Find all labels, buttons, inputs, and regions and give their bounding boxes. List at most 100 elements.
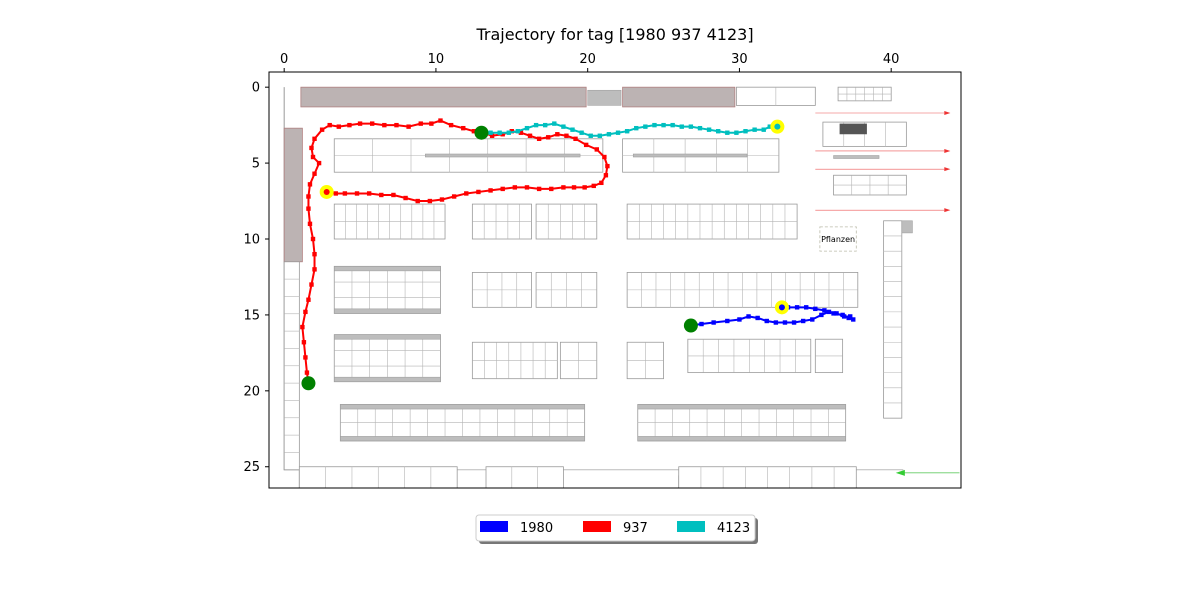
data-point — [307, 221, 313, 227]
shelf-unit — [626, 272, 859, 308]
series-layer — [300, 118, 856, 391]
data-point — [573, 136, 578, 142]
y-tick-label: 5 — [252, 157, 260, 172]
data-point — [561, 124, 566, 129]
start-marker-1980 — [683, 318, 698, 333]
data-point — [715, 129, 721, 134]
x-tick-label: 40 — [883, 52, 900, 67]
data-point — [429, 121, 434, 126]
axes: 0 10 20 30 40 0 5 10 15 20 25 — [243, 52, 962, 489]
data-point — [488, 130, 493, 135]
shelf-unit — [283, 261, 300, 471]
y-tick-label: 10 — [243, 233, 260, 248]
data-point — [438, 118, 443, 123]
data-point — [606, 132, 612, 137]
data-point — [826, 309, 832, 315]
data-point — [476, 189, 481, 195]
arrow-head — [944, 167, 951, 172]
data-point — [697, 125, 703, 131]
data-point — [643, 124, 648, 129]
data-point — [840, 312, 845, 318]
shelf-bar — [340, 436, 585, 442]
data-point — [725, 130, 730, 135]
data-point — [304, 370, 310, 375]
data-point — [500, 132, 505, 137]
legend-box — [475, 514, 756, 542]
shelf-unit — [559, 341, 598, 380]
arrow-head — [944, 110, 951, 115]
shelf-unit — [736, 86, 816, 106]
arrow-head — [944, 148, 951, 153]
data-point — [354, 191, 360, 196]
shelf-unit — [471, 341, 558, 380]
data-point — [418, 121, 423, 126]
data-point — [310, 154, 316, 160]
data-point — [582, 185, 587, 190]
data-point — [382, 122, 387, 128]
data-point — [312, 267, 317, 272]
data-point — [571, 185, 577, 190]
data-point — [336, 124, 342, 129]
shelf-bar — [632, 153, 748, 158]
y-tick-label: 15 — [243, 308, 260, 323]
data-point — [497, 130, 502, 135]
data-point — [536, 136, 542, 142]
shelf-outline — [283, 127, 303, 263]
data-point — [561, 185, 566, 190]
data-point — [301, 340, 307, 345]
shelf-outline — [622, 86, 736, 108]
shelf-unit — [837, 86, 892, 102]
shelf-unit — [814, 338, 844, 374]
shelf-unit — [333, 203, 446, 240]
legend-swatch-1980 — [480, 521, 508, 532]
series-937 — [300, 118, 610, 386]
data-point — [851, 317, 856, 322]
data-point — [518, 130, 524, 135]
data-point — [588, 133, 593, 138]
y-tick-label: 25 — [243, 460, 260, 475]
shelf-bar — [587, 89, 622, 106]
data-point — [406, 124, 411, 129]
data-point — [810, 317, 815, 322]
data-point — [831, 311, 836, 316]
end-dot-937 — [323, 188, 330, 195]
data-point — [524, 185, 530, 190]
data-point — [533, 122, 539, 128]
data-point — [706, 127, 712, 132]
data-point — [536, 186, 542, 192]
data-point — [552, 121, 557, 126]
shelf-unit — [883, 220, 903, 419]
end-dot-4123 — [774, 123, 781, 130]
pflanzen-label: Pflanzen — [821, 235, 855, 244]
data-point — [300, 324, 305, 330]
data-point — [746, 314, 751, 319]
legend: 1980 937 4123 — [475, 514, 758, 544]
data-point — [834, 311, 839, 316]
data-point — [488, 188, 493, 193]
data-point — [357, 121, 363, 126]
plot-frame — [268, 71, 962, 489]
shelf-unit — [687, 338, 812, 374]
y-tick-label: 20 — [243, 384, 260, 399]
shelf-unit — [833, 174, 907, 196]
data-point — [564, 133, 569, 138]
data-point — [312, 171, 317, 176]
series-line-4123 — [481, 122, 778, 137]
series-4123 — [479, 121, 780, 138]
data-point — [461, 125, 466, 131]
data-point — [555, 132, 560, 137]
shelf-bar — [334, 266, 441, 272]
data-point — [312, 251, 317, 257]
data-point — [711, 320, 716, 325]
exit-arrow-head — [895, 469, 905, 476]
data-point — [451, 194, 457, 199]
data-point — [309, 282, 314, 287]
shelf-unit — [298, 466, 458, 489]
data-point — [379, 192, 384, 198]
legend-label-4123: 4123 — [717, 521, 750, 536]
start-marker-937 — [301, 376, 316, 391]
shelf-outline — [485, 466, 564, 489]
data-point — [737, 317, 742, 322]
shelf-bar — [637, 436, 846, 442]
